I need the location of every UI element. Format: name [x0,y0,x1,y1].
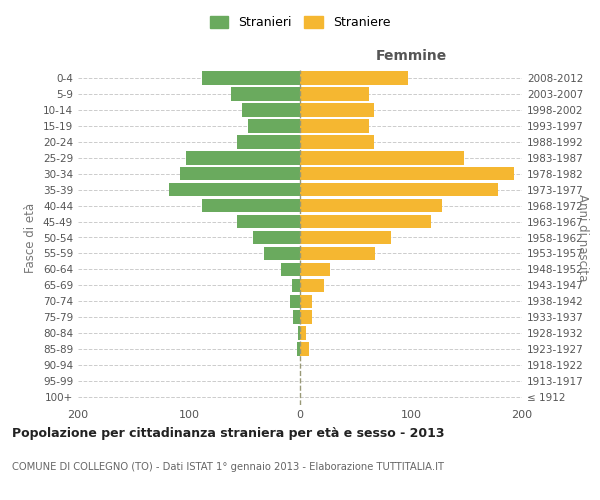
Bar [300,326,305,340]
Bar [300,167,514,180]
Bar [300,87,369,101]
Bar [300,71,407,85]
Bar [296,342,300,356]
Bar [300,103,374,117]
Bar [237,215,300,228]
Bar [180,167,300,180]
Bar [300,151,464,164]
Bar [300,230,391,244]
Bar [265,246,300,260]
Bar [242,103,300,117]
Bar [253,230,300,244]
Bar [290,294,300,308]
Text: Popolazione per cittadinanza straniera per età e sesso - 2013: Popolazione per cittadinanza straniera p… [12,428,445,440]
Bar [300,215,431,228]
Bar [298,326,300,340]
Text: COMUNE DI COLLEGNO (TO) - Dati ISTAT 1° gennaio 2013 - Elaborazione TUTTITALIA.I: COMUNE DI COLLEGNO (TO) - Dati ISTAT 1° … [12,462,444,472]
Bar [169,183,300,196]
Bar [231,87,300,101]
Bar [300,246,376,260]
Bar [293,310,300,324]
Bar [300,278,325,292]
Bar [202,71,300,85]
Bar [281,262,300,276]
Bar [300,310,312,324]
Bar [300,342,309,356]
Bar [300,294,312,308]
Bar [300,135,374,148]
Legend: Stranieri, Straniere: Stranieri, Straniere [205,11,395,34]
Bar [300,119,369,132]
Text: Femmine: Femmine [376,50,446,64]
Y-axis label: Fasce di età: Fasce di età [25,202,37,272]
Bar [300,183,497,196]
Bar [292,278,300,292]
Bar [248,119,300,132]
Bar [300,199,442,212]
Bar [202,199,300,212]
Bar [237,135,300,148]
Y-axis label: Anni di nascita: Anni di nascita [576,194,589,281]
Bar [300,262,330,276]
Bar [185,151,300,164]
